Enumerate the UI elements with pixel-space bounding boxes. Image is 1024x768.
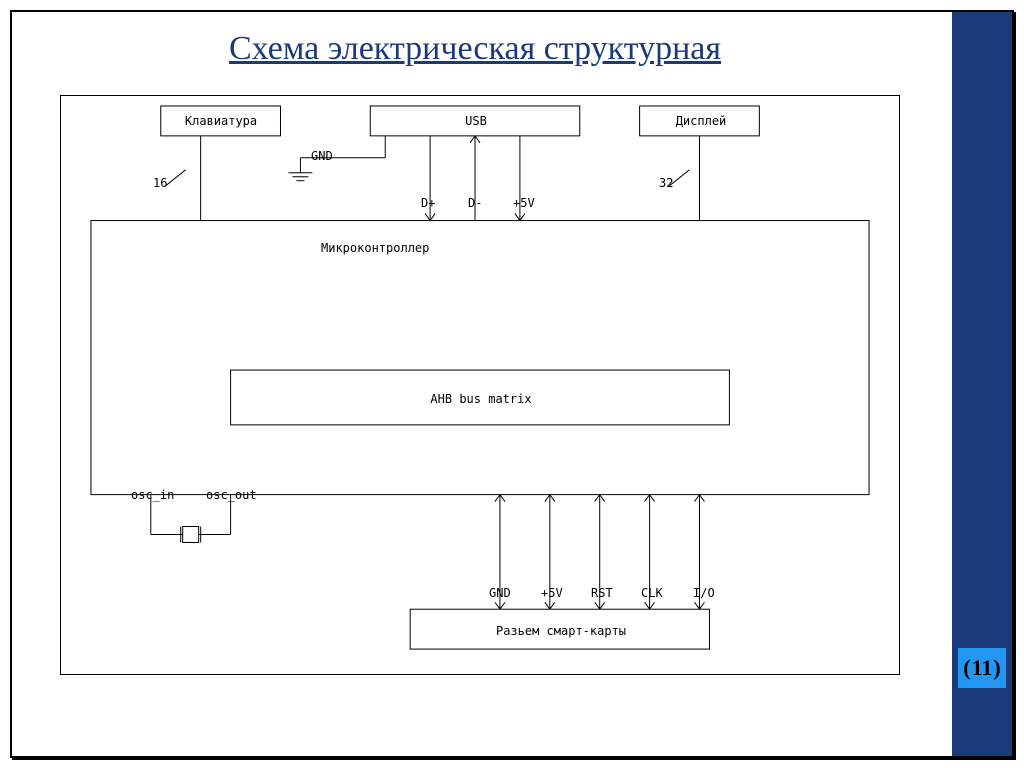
osc-in-label: osc_in [131, 488, 174, 502]
box-label-usb: USB [465, 114, 487, 128]
diagram-svg [61, 96, 899, 674]
box-label-mcu: Микроконтроллер [321, 241, 429, 255]
smart-line-I/O: I/O [693, 586, 715, 600]
bus-count-kbd-bus: 16 [153, 176, 167, 190]
smart-line-GND: GND [489, 586, 511, 600]
smart-line-CLK: CLK [641, 586, 663, 600]
gnd-label: GND [311, 149, 333, 163]
side-stripe [952, 12, 1012, 756]
diagram-area: Клавиатура USB Дисплей Микроконтроллер AHB b… [60, 95, 900, 675]
box-label-display: Дисплей [676, 114, 727, 128]
page-number-badge: 11 [958, 648, 1006, 688]
page-number: 11 [972, 655, 993, 681]
osc-out-label: osc_out [206, 488, 257, 502]
bus-count-dsp-bus: 32 [659, 176, 673, 190]
smart-line-RST: RST [591, 586, 613, 600]
slide-title: Схема электрическая структурная [0, 30, 950, 68]
usb-line-+5V: +5V [513, 196, 535, 210]
box-label-smart: Разьем смарт-карты [496, 624, 626, 638]
box-label-keyboard: Клавиатура [185, 114, 257, 128]
box-label-ahb: AHB bus matrix [430, 392, 531, 406]
usb-line-D+: D+ [421, 196, 435, 210]
smart-line-+5V: +5V [541, 586, 563, 600]
usb-line-D-: D- [468, 196, 482, 210]
